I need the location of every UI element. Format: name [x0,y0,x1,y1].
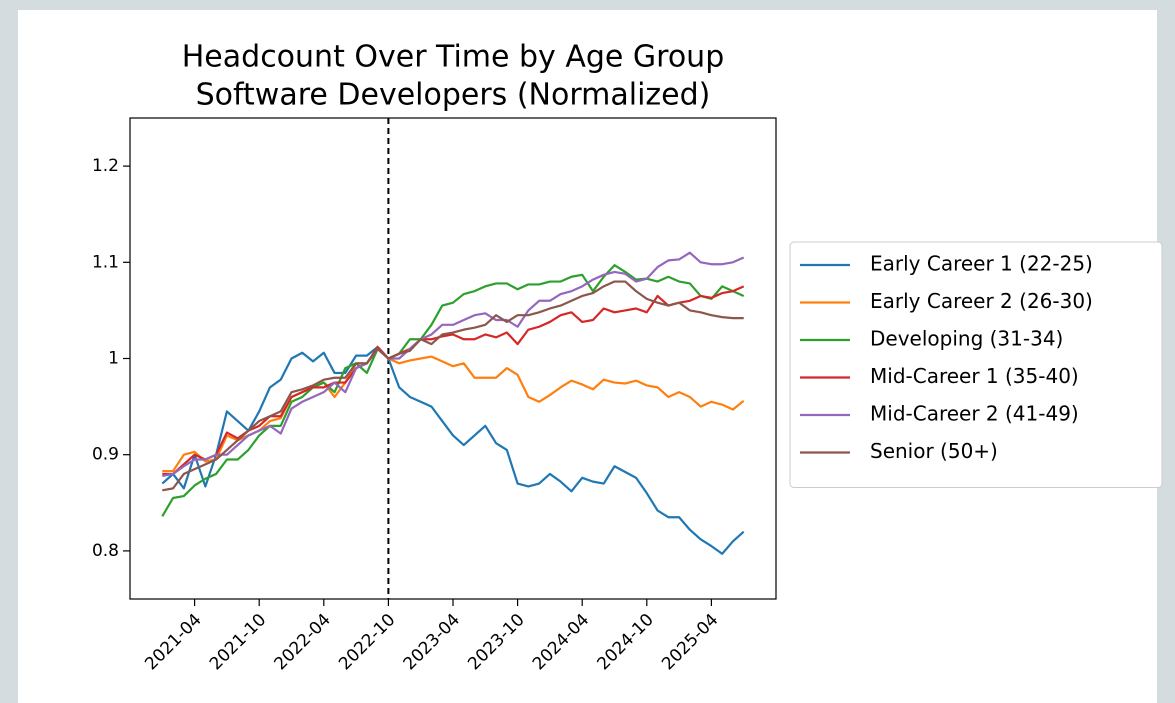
legend-box [789,241,1163,488]
legend-label: Senior (50+) [870,439,998,463]
y-tick-label: 0.9 [92,445,119,465]
chart-title: Headcount Over Time by Age Group [182,40,725,75]
line-series [161,345,745,555]
line-series [162,251,745,477]
y-tick-label: 0.8 [92,541,119,561]
y-tick-label: 1.1 [92,252,119,272]
y-tick-label: 1.2 [92,156,119,176]
legend-label: Mid-Career 2 (41-49) [870,402,1079,426]
y-tick-label: 1 [108,349,119,369]
chart-subtitle: Software Developers (Normalized) [196,78,711,113]
plot-frame [129,117,777,600]
legend-label: Early Career 2 (26-30) [870,289,1093,313]
legend-label: Mid-Career 1 (35-40) [870,364,1079,388]
line-series [162,280,744,492]
legend-label: Developing (31-34) [870,327,1063,351]
line-series [162,285,745,476]
legend-label: Early Career 1 (22-25) [870,252,1093,276]
